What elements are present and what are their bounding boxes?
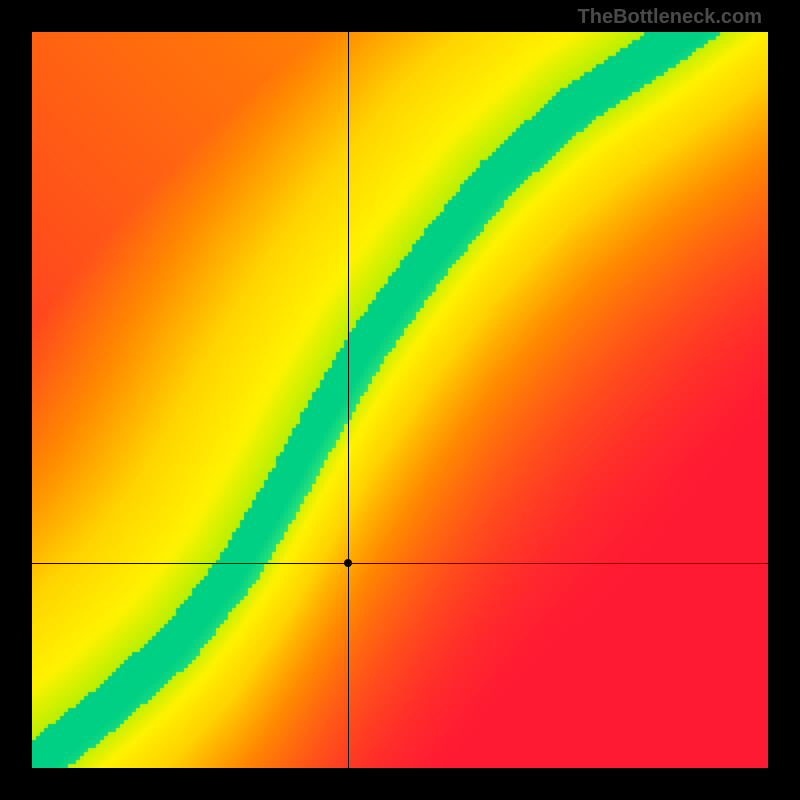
watermark-text: TheBottleneck.com — [578, 6, 762, 29]
marker-dot — [344, 559, 352, 567]
crosshair-vertical — [348, 32, 349, 768]
plot-area — [32, 32, 768, 768]
heatmap-canvas — [32, 32, 768, 768]
chart-container: TheBottleneck.com — [0, 0, 800, 800]
crosshair-horizontal — [32, 563, 768, 564]
